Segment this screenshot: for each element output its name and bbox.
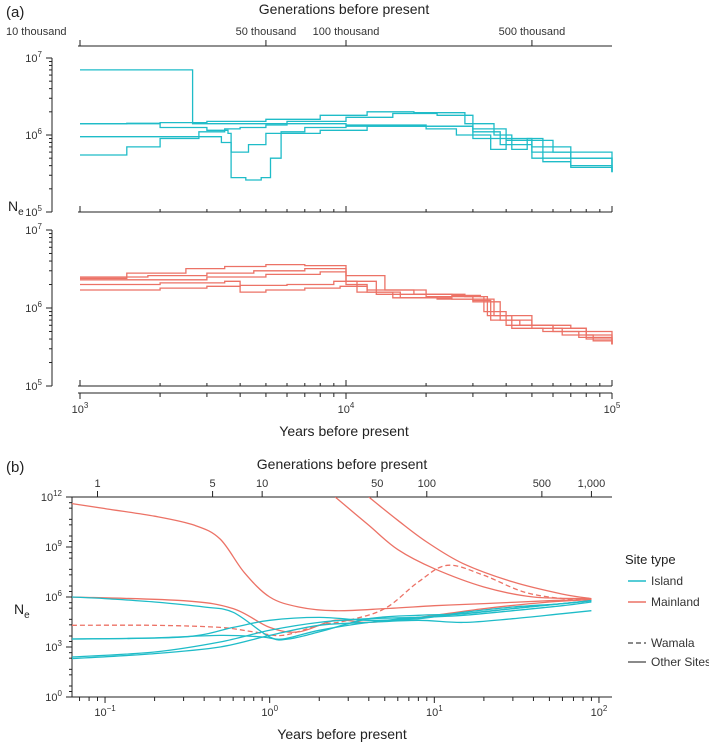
panel-b-y-axis-title: Ne xyxy=(14,601,30,621)
panel-b-x-tick-label: 10−1 xyxy=(94,704,116,719)
panel-a-x-axis-title: Years before present xyxy=(279,423,409,439)
panel-a-top-tick-label: 500 thousand xyxy=(499,26,566,38)
panel-a-series-line xyxy=(80,280,613,345)
legend-label-mainland: Mainland xyxy=(651,595,700,609)
panel-b-x-tick-label: 102 xyxy=(591,704,608,719)
panel-b-y-tick-label: 103 xyxy=(45,639,62,654)
panel-a-series-line xyxy=(80,263,613,345)
panel-a-top-tick-label: 100 thousand xyxy=(313,26,380,38)
panel-b-top-tick-label: 1 xyxy=(94,478,100,490)
panel-a-top-axis-title: Generations before present xyxy=(259,1,430,17)
panel-a-y-tick-label: 107 xyxy=(25,222,42,237)
panel-b-series-line xyxy=(72,502,592,612)
panel-a-y-tick-label: 107 xyxy=(25,50,42,65)
panel-b-series-line xyxy=(368,497,592,600)
panel-b-top-tick-label: 5 xyxy=(210,478,216,490)
panel-b-x-axis-title: Years before present xyxy=(277,726,407,742)
panel-b-series-line xyxy=(72,564,592,637)
panel-a: (a) Generations before present 10 thousa… xyxy=(6,1,621,439)
panel-a-series-line xyxy=(80,111,613,172)
panel-b-plot-area xyxy=(72,497,592,660)
panel-a-island-plot: 105 106 107 xyxy=(25,50,613,219)
panel-a-y-tick-label: 106 xyxy=(25,127,42,142)
panel-b-x-tick-label: 100 xyxy=(261,704,278,719)
panel-b-series-line xyxy=(72,600,592,640)
panel-a-label: (a) xyxy=(6,4,24,21)
panel-a-x-tick-label: 105 xyxy=(604,401,621,416)
panel-a-series-line xyxy=(80,280,613,345)
panel-a-x-tick-label: 104 xyxy=(338,401,355,416)
panel-a-series-line xyxy=(80,125,613,181)
panel-b-series-line xyxy=(72,601,592,658)
legend-label-other-sites: Other Sites xyxy=(651,655,709,669)
panel-a-series-line xyxy=(80,123,613,173)
panel-b-top-axis-title: Generations before present xyxy=(257,456,428,472)
panel-a-series-line xyxy=(80,112,613,173)
panel-b-y-tick-label: 100 xyxy=(45,689,62,704)
panel-a-top-ticks: 10 thousand 50 thousand 100 thousand 500 th… xyxy=(6,26,565,46)
panel-b-label: (b) xyxy=(6,459,24,476)
panel-b-x-ticks: 10−1 100 101 102 xyxy=(79,697,608,719)
panel-a-y-tick-label: 105 xyxy=(25,204,42,219)
panel-b-x-tick-label: 101 xyxy=(426,704,443,719)
panel-b-top-tick-label: 100 xyxy=(418,478,436,490)
panel-b-top-tick-label: 10 xyxy=(256,478,268,490)
panel-a-x-ticks: 103 104 105 xyxy=(72,393,621,416)
panel-b-y-tick-label: 106 xyxy=(45,589,62,604)
panel-b-top-tick-label: 1,000 xyxy=(578,478,606,490)
legend: Site type Island Mainland Wamala Other S… xyxy=(625,552,709,669)
panel-b-top-tick-label: 500 xyxy=(533,478,551,490)
panel-a-x-tick-label: 103 xyxy=(72,401,89,416)
panel-b-series-line xyxy=(334,497,592,600)
panel-b-top-ticks: 1 5 10 50 100 500 1,000 xyxy=(94,478,605,497)
panel-a-top-tick-label: 10 thousand xyxy=(6,26,67,38)
legend-label-wamala: Wamala xyxy=(651,636,695,650)
legend-title: Site type xyxy=(625,552,676,567)
panel-a-y-tick-label: 106 xyxy=(25,300,42,315)
legend-label-island: Island xyxy=(651,574,683,588)
panel-b-y-tick-label: 109 xyxy=(45,539,62,554)
panel-b: (b) Generations before present 1 5 10 50 100… xyxy=(6,456,709,742)
panel-b-series-line xyxy=(72,600,592,640)
panel-b-y-ticks: 100 103 106 109 1012 xyxy=(41,489,72,704)
panel-a-y-tick-label: 105 xyxy=(25,378,42,393)
panel-b-top-tick-label: 50 xyxy=(371,478,383,490)
panel-a-top-tick-label: 50 thousand xyxy=(236,26,297,38)
panel-a-y-axis-title: Ne xyxy=(8,198,24,218)
panel-b-y-tick-label: 1012 xyxy=(41,489,63,504)
panel-a-mainland-plot: 105 106 107 xyxy=(25,222,613,393)
